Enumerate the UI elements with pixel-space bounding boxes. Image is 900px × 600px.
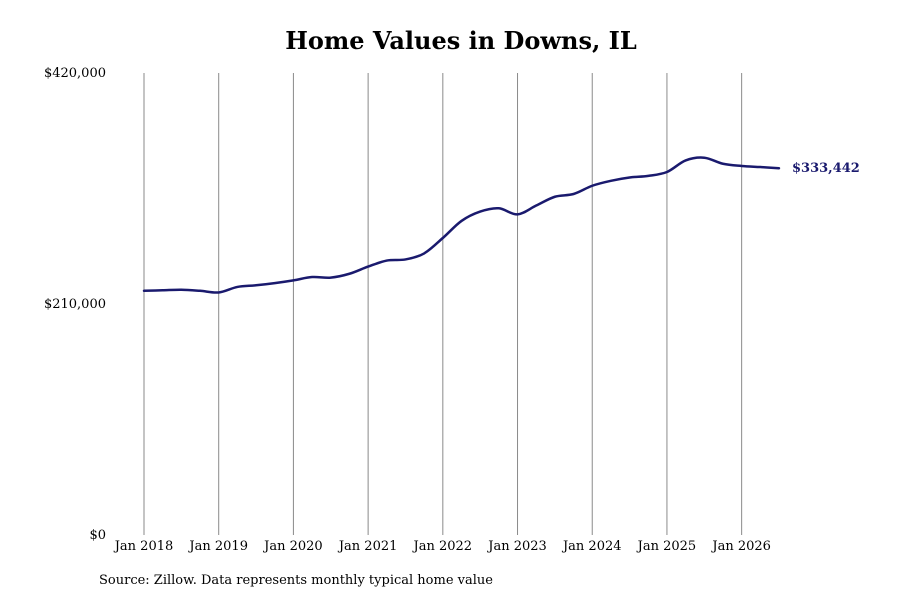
x-tick-label: Jan 2025: [636, 539, 697, 554]
series-line: [142, 156, 781, 294]
y-tick-label: $210,000: [44, 297, 106, 312]
series-end-label: $333,442: [792, 161, 860, 176]
x-tick-label: Jan 2024: [561, 539, 622, 554]
x-tick-label: Jan 2026: [710, 539, 771, 554]
x-tick-label: Jan 2020: [262, 539, 323, 554]
x-tick-label: Jan 2018: [113, 539, 174, 554]
source-note: Source: Zillow. Data represents monthly …: [99, 573, 493, 588]
y-tick-label: $420,000: [44, 66, 106, 81]
y-tick-label: $0: [89, 528, 106, 543]
x-tick-label: Jan 2021: [337, 539, 398, 554]
x-tick-label: Jan 2023: [486, 539, 547, 554]
x-tick-label: Jan 2022: [412, 539, 473, 554]
x-tick-label: Jan 2019: [187, 539, 248, 554]
chart-title: Home Values in Downs, IL: [285, 26, 637, 55]
